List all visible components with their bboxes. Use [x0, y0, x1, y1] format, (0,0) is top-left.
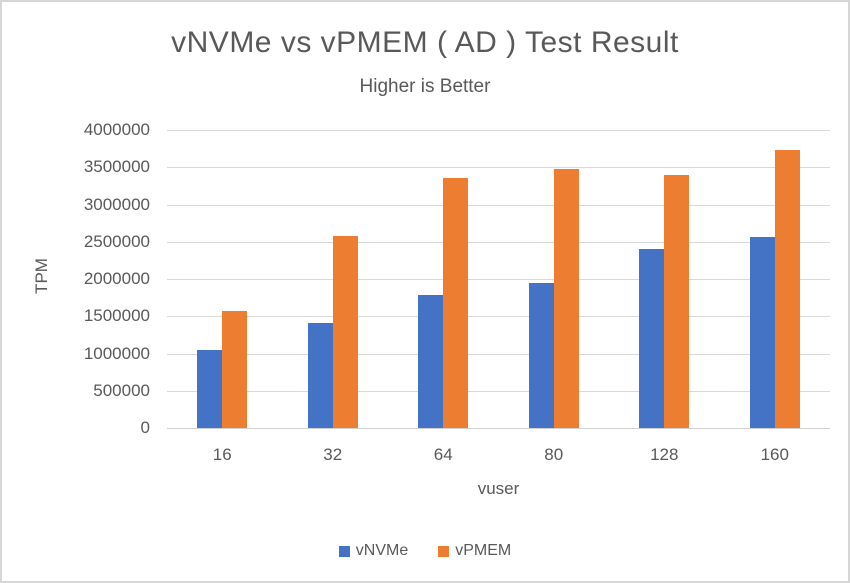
gridline — [167, 316, 830, 318]
y-tick-label: 2000000 — [83, 269, 150, 288]
bar-vpmem — [443, 178, 469, 428]
x-axis-line — [167, 428, 830, 429]
bar-vpmem — [664, 175, 690, 428]
bar-vpmem — [332, 235, 358, 428]
y-tick-label: 500000 — [93, 380, 150, 400]
bar-vnvme — [749, 236, 775, 428]
bar-vnvme — [307, 322, 333, 428]
bar-groups — [167, 130, 830, 428]
gridline — [167, 353, 830, 355]
bar-group — [609, 130, 720, 428]
gridline — [167, 204, 830, 206]
x-tick-labels: 16 32 64 80 128 160 — [167, 445, 830, 465]
y-tick-label: 2500000 — [83, 231, 150, 251]
y-tick-label: 1000000 — [83, 343, 150, 363]
bar-group — [499, 130, 610, 428]
bar-vpmem — [222, 311, 248, 428]
gridline — [167, 241, 830, 243]
gridline — [167, 390, 830, 392]
bar-vpmem — [774, 150, 800, 428]
bar-vnvme — [197, 349, 223, 428]
legend-swatch-vnvme — [338, 545, 350, 557]
gridline — [167, 130, 830, 131]
x-tick-label: 32 — [323, 445, 343, 464]
x-tick-label: 16 — [212, 445, 232, 464]
bar-group — [720, 130, 831, 428]
bar-vnvme — [639, 249, 665, 428]
y-tick-label: 1500000 — [83, 306, 150, 326]
legend-label: vNVMe — [355, 542, 409, 559]
legend: vNVMe vPMEM — [2, 542, 848, 560]
x-tick-label: 128 — [650, 445, 679, 464]
y-tick-label: 0 — [140, 418, 150, 437]
x-tick-label: 80 — [544, 445, 564, 464]
legend-swatch-vpmem — [438, 545, 450, 557]
legend-item-vnvme: vNVMe — [338, 542, 409, 560]
y-tick-label: 3500000 — [83, 157, 150, 177]
y-tick-label: 3000000 — [83, 194, 150, 214]
legend-item-vpmem: vPMEM — [438, 542, 511, 560]
bar-group — [278, 130, 389, 428]
y-tick-label: 4000000 — [83, 120, 150, 139]
bar-vpmem — [553, 168, 579, 428]
x-tick-label: 64 — [433, 445, 453, 464]
x-tick-label: 160 — [760, 445, 789, 464]
chart-subtitle: Higher is Better — [359, 76, 491, 97]
legend-label: vPMEM — [455, 542, 512, 559]
bar-group — [388, 130, 499, 428]
bar-group — [167, 130, 278, 428]
gridline — [167, 167, 830, 169]
chart-title: vNVMe vs vPMEM ( AD ) Test Result — [171, 26, 679, 59]
bar-vnvme — [418, 295, 444, 428]
x-axis-title: vuser — [477, 479, 520, 498]
bar-vnvme — [528, 283, 554, 428]
gridline — [167, 279, 830, 280]
plot-area — [167, 130, 830, 429]
